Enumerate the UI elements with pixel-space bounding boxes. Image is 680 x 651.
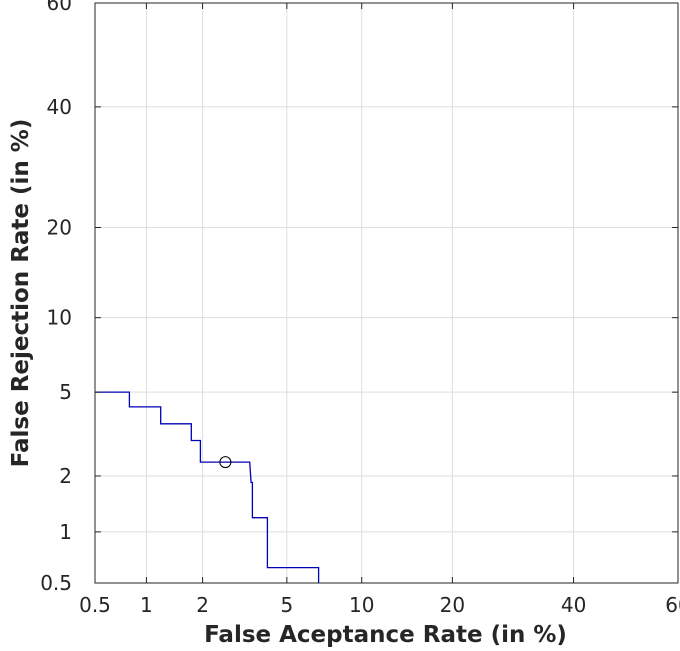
y-axis-label: False Rejection Rate (in %) (8, 119, 34, 468)
det-curve (95, 391, 320, 583)
x-tick-label: 60 (665, 593, 680, 617)
y-tick-label: 40 (47, 95, 72, 119)
x-tick-label: 1 (140, 593, 153, 617)
y-tick-label: 5 (59, 380, 72, 404)
y-tick-label: 60 (47, 0, 72, 15)
y-tick-label: 20 (47, 215, 72, 239)
y-tick-label: 1 (59, 520, 72, 544)
y-tick-label: 0.5 (40, 571, 72, 595)
x-tick-label: 5 (280, 593, 293, 617)
y-tick-label: 2 (59, 464, 72, 488)
operating-point-marker (219, 456, 232, 469)
axes-box (94, 2, 679, 584)
y-tick-label: 10 (47, 306, 72, 330)
x-tick-label: 2 (196, 593, 209, 617)
plot-area (95, 3, 678, 583)
x-tick-label: 10 (349, 593, 374, 617)
x-axis-label: False Aceptance Rate (in %) (204, 622, 567, 648)
x-tick-label: 40 (561, 593, 586, 617)
x-tick-label: 20 (440, 593, 465, 617)
x-tick-label: 0.5 (79, 593, 111, 617)
